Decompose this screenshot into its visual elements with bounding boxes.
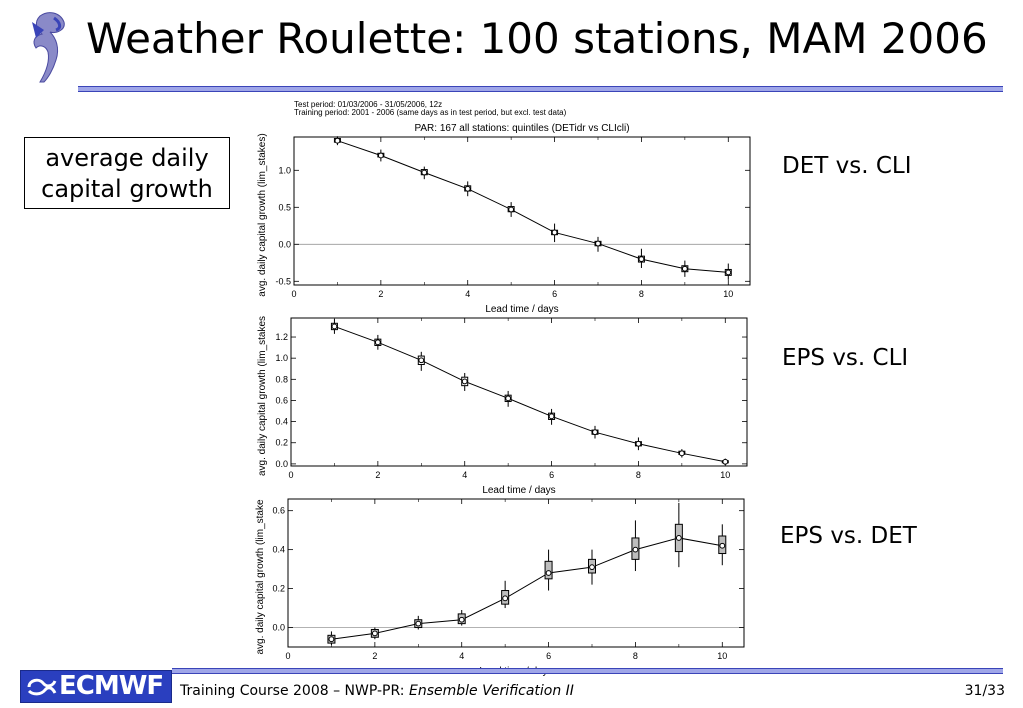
- y-axis-label: avg. daily capital growth (lim_stake: [255, 499, 266, 655]
- average-capital-growth-box: average daily capital growth: [24, 137, 230, 209]
- x-tick-label: 6: [549, 470, 554, 480]
- data-point: [371, 630, 378, 637]
- y-tick-label: 0.8: [275, 374, 288, 384]
- data-point: [592, 429, 598, 436]
- y-tick-label: 0.6: [272, 506, 285, 516]
- series-line: [337, 140, 729, 273]
- footer-course-text: Training Course 2008 – NWP-PR: Ensemble …: [180, 683, 574, 699]
- x-tick-label: 10: [723, 289, 733, 299]
- ecmwf-footer-logo: ECMWF: [20, 670, 172, 703]
- x-tick-label: 6: [552, 289, 557, 299]
- data-point: [418, 357, 425, 364]
- x-tick-label: 4: [465, 289, 470, 299]
- footer-logo-text: ECMWF: [59, 671, 164, 701]
- data-point: [548, 413, 555, 420]
- test-period-text: Test period: 01/03/2006 - 31/05/2006, 12…: [294, 100, 443, 109]
- plot-frame: [287, 498, 745, 648]
- data-point: [328, 636, 335, 643]
- data-point: [461, 378, 468, 385]
- data-point: [551, 229, 558, 236]
- data-point: [421, 169, 428, 176]
- label-eps-vs-cli: EPS vs. CLI: [782, 345, 909, 371]
- x-tick-label: 0: [288, 470, 293, 480]
- training-period-text: Training period: 2001 - 2006 (same days …: [294, 108, 567, 117]
- x-tick-label: 0: [291, 289, 296, 299]
- data-point: [502, 595, 509, 602]
- x-tick-label: 10: [717, 651, 727, 661]
- x-tick-label: 2: [375, 470, 380, 480]
- ecmwf-figure-logo: [32, 12, 65, 83]
- data-point: [638, 256, 645, 263]
- y-tick-label: 0.2: [275, 438, 288, 448]
- y-tick-label: 0.6: [275, 395, 288, 405]
- footer-course-italic: Ensemble Verification II: [408, 683, 574, 699]
- x-tick-label: 8: [633, 651, 638, 661]
- y-tick-label: 1.2: [275, 332, 288, 342]
- chart-2: 0 2 4 6 8 10 0.0 0.2 0.4 0.6 0.8 1.0 1.2 Lead time / …: [257, 316, 748, 496]
- label-det-vs-cli: DET vs. CLI: [782, 153, 912, 179]
- data-point: [719, 542, 726, 549]
- data-point: [377, 152, 384, 159]
- x-tick-label: 10: [720, 470, 730, 480]
- data-point: [374, 339, 381, 346]
- x-tick-label: 8: [639, 289, 644, 299]
- x-tick-label: 4: [459, 651, 464, 661]
- data-point: [334, 137, 341, 144]
- chart-1: 0 2 4 6 8 10 -0.5 0.0 0.5 1.0 PAR: 167 all station…: [257, 123, 751, 315]
- data-point: [415, 620, 422, 627]
- plot-frame: [293, 136, 751, 286]
- data-point: [505, 395, 512, 402]
- y-tick-label: 1.0: [275, 353, 288, 363]
- error-box: [544, 560, 553, 580]
- title-rule: [78, 86, 1003, 92]
- data-point: [722, 458, 729, 465]
- y-tick-label: 1.0: [278, 165, 291, 175]
- slide-title: Weather Roulette: 100 stations, MAM 2006: [86, 14, 988, 63]
- data-point: [589, 564, 595, 571]
- series-line: [331, 537, 723, 640]
- data-point: [678, 450, 685, 457]
- y-tick-label: 0.4: [272, 545, 285, 555]
- data-point: [458, 616, 465, 623]
- y-tick-label: 0.0: [275, 459, 288, 469]
- x-tick-label: 2: [378, 289, 383, 299]
- data-point: [681, 265, 688, 272]
- data-point: [635, 440, 642, 447]
- ecmwf-swirl-icon: [27, 678, 57, 696]
- x-axis-label: Lead time / days: [482, 485, 555, 496]
- footer-rule: [172, 668, 1003, 674]
- y-tick-label: 0.0: [272, 623, 285, 633]
- y-axis-label: avg. daily capital growth (lim_stakes: [257, 316, 268, 476]
- note-line-2: capital growth: [41, 175, 213, 203]
- y-tick-label: 0.4: [275, 417, 288, 427]
- note-line-1: average daily: [45, 144, 209, 172]
- y-tick-label: 0.5: [278, 202, 291, 212]
- series-line: [334, 325, 726, 463]
- y-tick-label: -0.5: [275, 276, 291, 286]
- x-axis-label: Lead time / days: [485, 304, 558, 315]
- data-point: [675, 535, 682, 541]
- y-tick-label: 0.0: [278, 239, 291, 249]
- data-point: [508, 206, 515, 213]
- chart-title: PAR: 167 all stations: quintiles (DETidr…: [414, 123, 629, 134]
- data-point: [632, 546, 639, 553]
- data-point: [595, 240, 601, 247]
- y-axis-label: avg. daily capital growth (lim_stakes): [257, 133, 268, 296]
- x-tick-label: 6: [546, 651, 551, 661]
- data-point: [331, 323, 338, 330]
- x-tick-label: 2: [372, 651, 377, 661]
- data-point: [725, 269, 732, 276]
- x-tick-label: 4: [462, 470, 467, 480]
- data-point: [545, 570, 552, 576]
- label-eps-vs-det: EPS vs. DET: [780, 523, 917, 549]
- data-point: [464, 185, 471, 192]
- x-tick-label: 0: [285, 651, 290, 661]
- x-tick-label: 8: [636, 470, 641, 480]
- plot-frame: [290, 317, 748, 467]
- footer-course: Training Course 2008 – NWP-PR:: [180, 683, 409, 699]
- y-tick-label: 0.2: [272, 584, 285, 594]
- page-number: 31/33: [964, 683, 1005, 699]
